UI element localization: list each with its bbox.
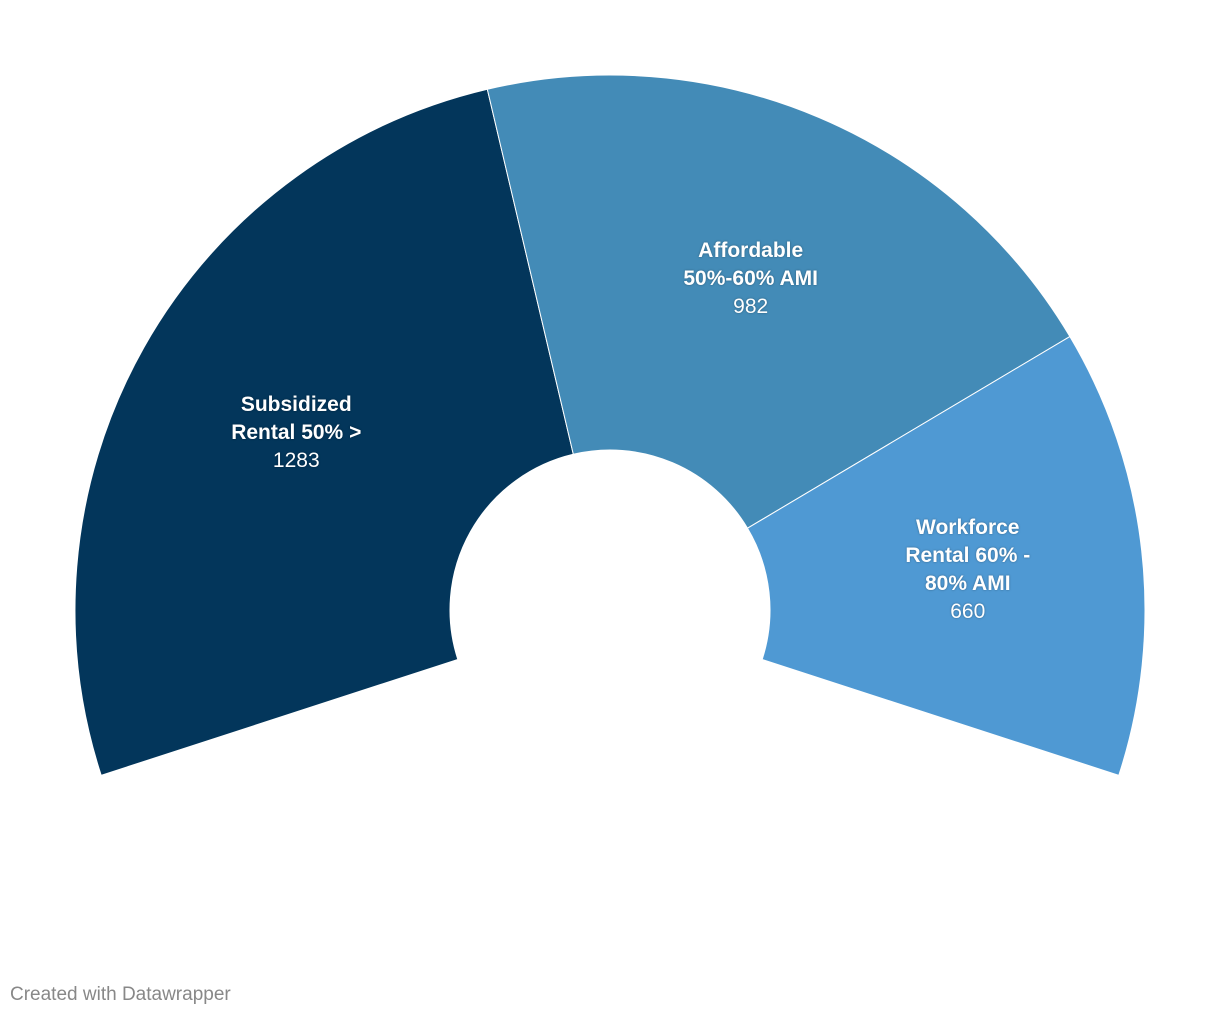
slice-label-name: 50%-60% AMI bbox=[683, 266, 818, 290]
slice-value-label: 660 bbox=[950, 600, 986, 624]
slice-label-name: 80% AMI bbox=[924, 572, 1011, 596]
slice-label-2: Workforce Rental 60% - 80% AMI 660 bbox=[905, 514, 1030, 626]
slice-label-name: Workforce bbox=[916, 516, 1020, 540]
slice-label-1: Affordable 50%-60% AMI 982 bbox=[683, 237, 818, 321]
pie-slice-1[interactable] bbox=[486, 74, 1071, 529]
slice-label-name: Affordable bbox=[698, 238, 804, 262]
pie-slice-0[interactable] bbox=[74, 88, 574, 776]
slice-value-label: 1283 bbox=[272, 449, 320, 473]
semi-donut-chart: Subsidized Rental 50% > 1283 Affordable 50%-… bbox=[74, 74, 1146, 776]
slice-label-name: Rental 50% > bbox=[231, 421, 362, 445]
slice-label-name: Rental 60% - bbox=[905, 544, 1031, 568]
chart-svg bbox=[74, 74, 1146, 776]
slice-label-0: Subsidized Rental 50% > 1283 bbox=[231, 391, 361, 475]
pie-slice-2[interactable] bbox=[746, 335, 1146, 776]
slice-label-name: Subsidized bbox=[240, 393, 352, 417]
slice-value-label: 982 bbox=[733, 294, 769, 318]
credit-text[interactable]: Created with Datawrapper bbox=[10, 984, 231, 1005]
